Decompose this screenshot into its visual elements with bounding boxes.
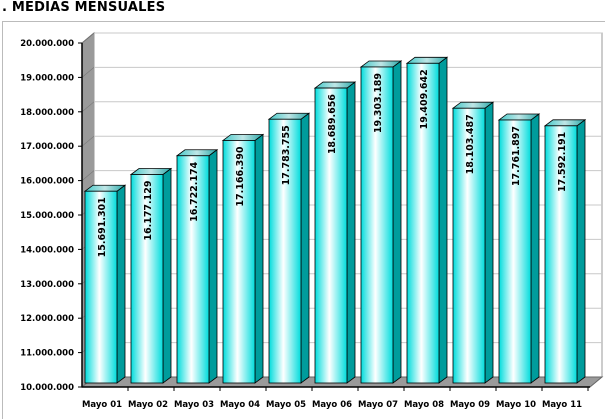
bar-front (222, 140, 256, 384)
gridline-side (81, 170, 95, 181)
bar-side (392, 60, 402, 384)
bar-front (314, 87, 348, 384)
bar-front (176, 155, 210, 384)
bar-side (208, 148, 218, 384)
bar: 18.103.487 (451, 101, 495, 384)
bar-front (130, 174, 164, 384)
y-axis: 10.000.000 11.000.000 12.000.000 13.000.000… (20, 39, 590, 393)
bar-value-label: 19.303.189 (373, 73, 384, 133)
bar-front (84, 190, 118, 384)
bar-side (162, 167, 172, 384)
bar: 16.722.174 (175, 148, 219, 384)
bar-value-label: 17.166.390 (235, 146, 246, 206)
y-tick-label: 15.000.000 (20, 211, 74, 221)
gridline-side (81, 101, 95, 113)
bar: 17.166.390 (221, 133, 265, 384)
bar-side (300, 112, 310, 384)
bar-front (406, 62, 440, 384)
chart-title: . MEDIAS MENSUALES (2, 0, 166, 15)
bar-front (452, 107, 486, 384)
y-tick-label: 20.000.000 (20, 39, 74, 49)
x-tick-label: Mayo 09 (450, 400, 490, 410)
x-axis: Mayo 01 Mayo 02 Mayo 03 Mayo 04 Mayo 05 Mayo … (82, 387, 589, 410)
bar-value-label: 16.177.129 (143, 181, 154, 241)
y-tick-label: 12.000.000 (20, 314, 74, 324)
x-tick-label: Mayo 04 (220, 400, 260, 410)
bar-value-label: 18.103.487 (465, 114, 476, 174)
x-tick-label: Mayo 10 (496, 400, 536, 410)
bar-value-label: 19.409.642 (419, 69, 430, 129)
bar: 17.592.191 (543, 119, 587, 384)
bar-value-label: 17.761.897 (511, 126, 522, 186)
bar: 17.783.755 (267, 112, 311, 384)
bar-side (346, 81, 356, 384)
y-tick-label: 19.000.000 (20, 73, 74, 83)
y-tick-label: 18.000.000 (20, 108, 74, 118)
bar-side (484, 101, 494, 384)
bar-value-label: 17.592.191 (557, 132, 568, 192)
y-tick-label: 13.000.000 (20, 280, 74, 290)
bar: 17.761.897 (497, 113, 541, 384)
x-tick-label: Mayo 03 (174, 400, 214, 410)
x-tick-label: Mayo 01 (82, 400, 122, 410)
bar: 16.177.129 (129, 167, 173, 384)
x-tick-label: Mayo 11 (542, 400, 582, 410)
gridline-side (81, 135, 95, 147)
bar-value-label: 17.783.755 (281, 125, 292, 185)
y-tick-label: 17.000.000 (20, 142, 74, 152)
bar-front (268, 118, 302, 384)
gridline-side (81, 32, 95, 44)
bar-side (116, 184, 126, 384)
x-tick-label: Mayo 06 (312, 400, 352, 410)
x-tick-label: Mayo 07 (358, 400, 398, 410)
bars: 15.691.301 16.177.129 16.722.174 17.166.390… (83, 56, 587, 384)
bar-front (544, 125, 578, 384)
y-tick-label: 14.000.000 (20, 245, 74, 255)
y-tick-label: 10.000.000 (20, 383, 74, 393)
bar-side (438, 56, 448, 384)
bar-side (530, 113, 540, 384)
bar: 19.303.189 (359, 60, 403, 384)
gridline-side (81, 67, 95, 78)
bar-value-label: 18.689.656 (327, 94, 338, 154)
bar-front (498, 119, 532, 384)
bar-value-label: 16.722.174 (189, 161, 200, 221)
chart-frame (2, 21, 605, 419)
bar-side (576, 119, 586, 384)
bar: 19.409.642 (405, 56, 449, 384)
bar-front (360, 66, 394, 384)
x-tick-label: Mayo 08 (404, 400, 444, 410)
x-tick-label: Mayo 02 (128, 400, 168, 410)
bar-side (254, 133, 264, 384)
bar: 15.691.301 (83, 184, 127, 384)
bar: 18.689.656 (313, 81, 357, 384)
x-tick-label: Mayo 05 (266, 400, 306, 410)
y-tick-label: 11.000.000 (20, 349, 74, 359)
bar-value-label: 15.691.301 (97, 197, 108, 257)
y-tick-label: 16.000.000 (20, 177, 74, 187)
